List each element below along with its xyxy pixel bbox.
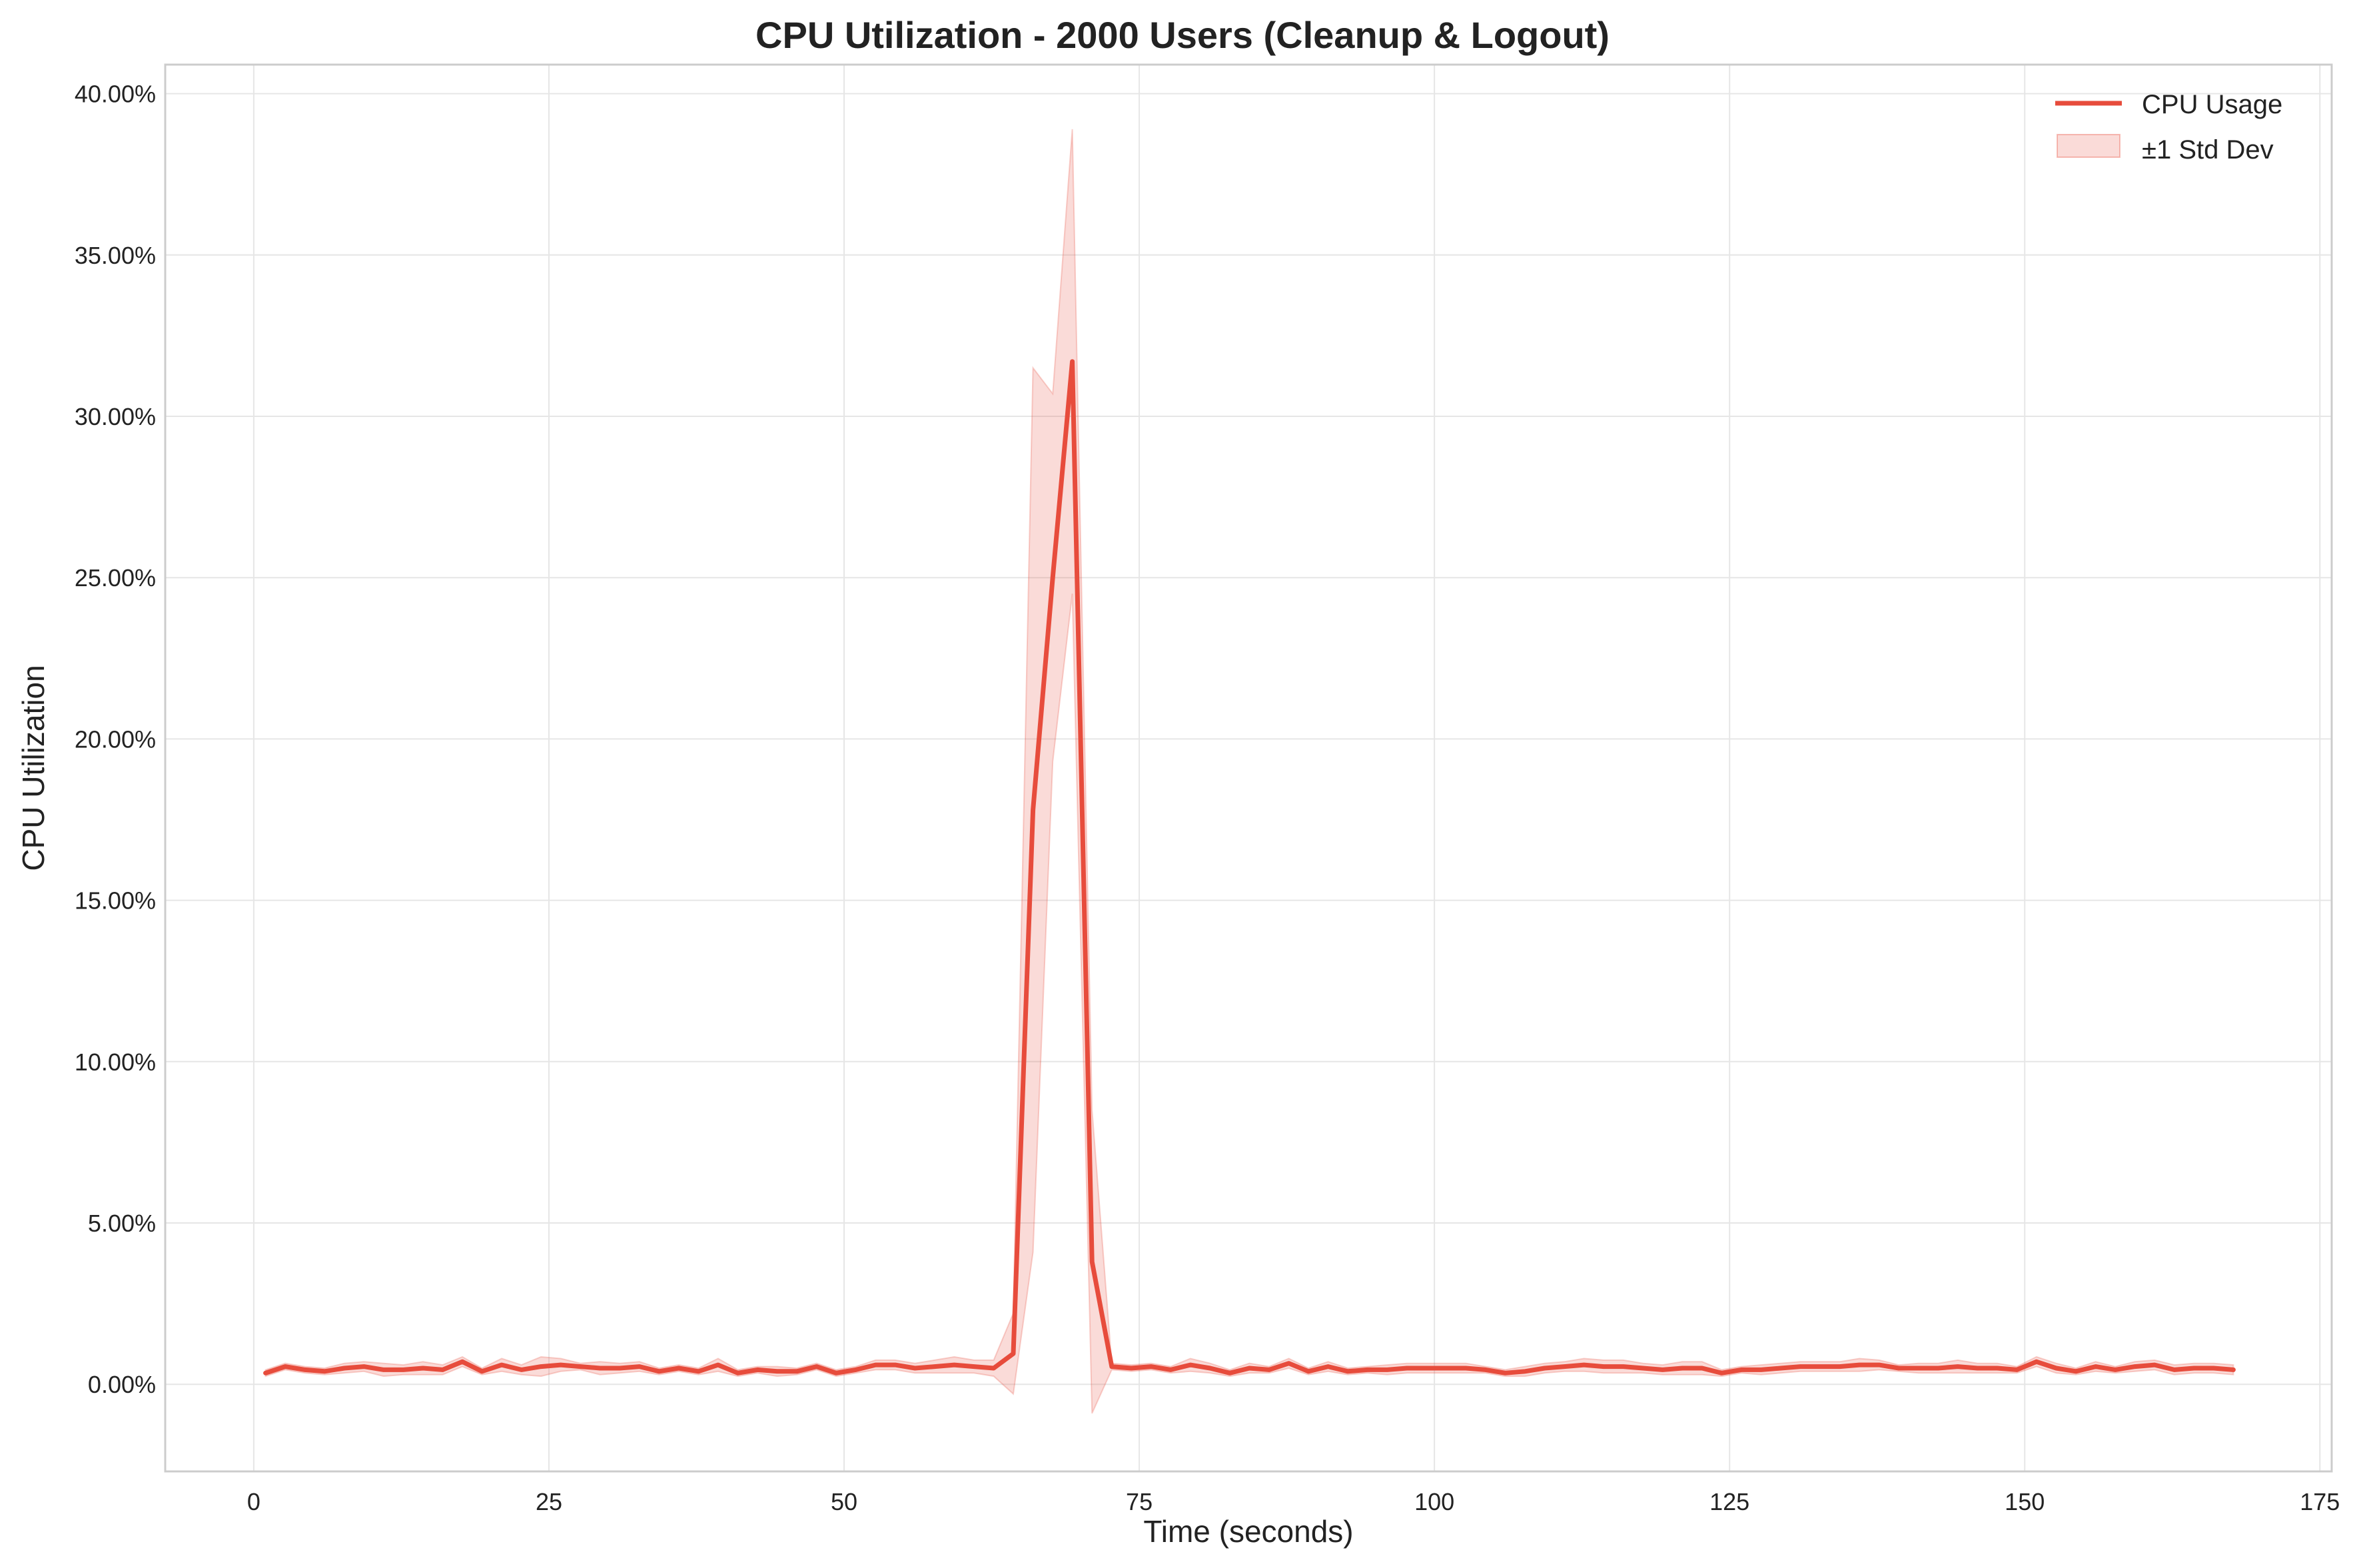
x-axis-label: Time (seconds) <box>1143 1514 1353 1549</box>
chart-title: CPU Utilization - 2000 Users (Cleanup & … <box>755 14 1610 56</box>
x-tick-label: 125 <box>1709 1488 1749 1515</box>
x-tick-label: 25 <box>536 1488 562 1515</box>
y-axis-label: CPU Utilization <box>16 665 51 871</box>
y-tick-label: 40.00% <box>75 81 156 108</box>
y-tick-label: 10.00% <box>75 1048 156 1076</box>
y-tick-label: 35.00% <box>75 242 156 269</box>
x-axis-ticks: 0 25 50 75 100 125 150 175 <box>247 1488 2340 1515</box>
x-tick-label: 50 <box>831 1488 857 1515</box>
y-tick-label: 15.00% <box>75 887 156 915</box>
grid-lines <box>165 65 2332 1471</box>
legend: CPU Usage ±1 Std Dev <box>2055 90 2282 165</box>
std-dev-band-layer <box>264 129 2234 1414</box>
plot-frame <box>164 63 2333 1473</box>
x-tick-label: 100 <box>1414 1488 1454 1515</box>
x-tick-label: 150 <box>2005 1488 2045 1515</box>
y-tick-label: 0.00% <box>88 1371 156 1398</box>
x-tick-label: 75 <box>1126 1488 1153 1515</box>
y-tick-label: 20.00% <box>75 725 156 753</box>
y-tick-label: 25.00% <box>75 564 156 591</box>
legend-label-cpu-usage: CPU Usage <box>2142 90 2282 119</box>
legend-band-swatch <box>2057 134 2121 158</box>
cpu-usage-line-layer <box>263 359 2236 1375</box>
legend-label-std-dev: ±1 Std Dev <box>2142 135 2274 165</box>
y-axis-ticks: 0.00% 5.00% 10.00% 15.00% 20.00% 25.00% 30.00%… <box>75 81 156 1399</box>
x-tick-label: 0 <box>247 1488 260 1515</box>
y-tick-label: 30.00% <box>75 403 156 430</box>
y-tick-label: 5.00% <box>88 1210 156 1237</box>
std-dev-band <box>264 129 2234 1414</box>
cpu-usage-line <box>263 359 2236 1375</box>
x-tick-label: 175 <box>2300 1488 2340 1515</box>
